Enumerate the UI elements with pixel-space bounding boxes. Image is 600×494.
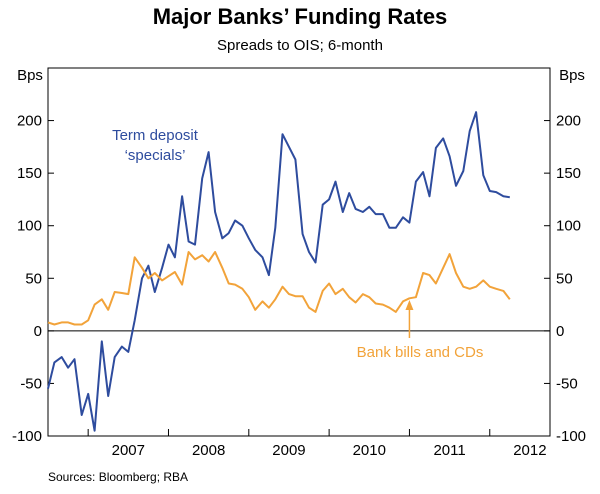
label-layer: Term deposit ‘specials’ Bank bills and CDs	[112, 127, 483, 361]
x-tick-label: 2007	[112, 442, 145, 459]
y-tick-label-left: 200	[17, 113, 42, 130]
y-tick-label-right: -50	[556, 375, 578, 392]
y-tick-label-left: 100	[17, 218, 42, 235]
x-tick-label: 2008	[192, 442, 225, 459]
y-tick-label-right: 200	[556, 113, 581, 130]
y-tick-label-left: 150	[17, 165, 42, 182]
chart-source: Sources: Bloomberg; RBA	[48, 470, 189, 484]
series-layer	[47, 111, 511, 432]
y-tick-label-left: 0	[34, 323, 42, 340]
series-label-term-deposit: Term deposit ‘specials’	[112, 127, 199, 164]
x-tick-label: 2009	[272, 442, 305, 459]
y-unit-left: Bps	[17, 67, 43, 84]
y-tick-label-right: 0	[556, 323, 564, 340]
series-label-bank-bills: Bank bills and CDs	[357, 344, 484, 361]
plot-frame	[47, 67, 551, 437]
series-line-bank-bills	[47, 251, 511, 326]
y-tick-label-left: -50	[20, 375, 42, 392]
x-tick-label: 2011	[433, 442, 465, 459]
annotation-arrow-head	[405, 300, 414, 310]
series-label-line: Term deposit	[112, 127, 199, 144]
y-unit-right: Bps	[559, 67, 585, 84]
y-tick-label-right: 100	[556, 218, 581, 235]
x-tick-label: 2012	[513, 442, 546, 459]
x-tick-label: 2010	[353, 442, 386, 459]
y-tick-label-left: -100	[12, 428, 42, 445]
y-tick-label-right: 50	[556, 270, 573, 287]
chart-title: Major Banks’ Funding Rates	[152, 4, 448, 29]
y-tick-label-left: 50	[25, 270, 42, 287]
series-line-term-deposit	[47, 111, 510, 432]
y-tick-label-right: -100	[556, 428, 586, 445]
axis-layer: -100 -100 -50 -50 0 0 50 50 100 100 150 150 200 200 Bp…	[12, 67, 586, 459]
y-tick-label-right: 150	[556, 165, 581, 182]
plot-frame-layer	[47, 67, 551, 437]
series-label-line: ‘specials’	[125, 147, 186, 164]
chart-subtitle: Spreads to OIS; 6-month	[217, 37, 383, 54]
